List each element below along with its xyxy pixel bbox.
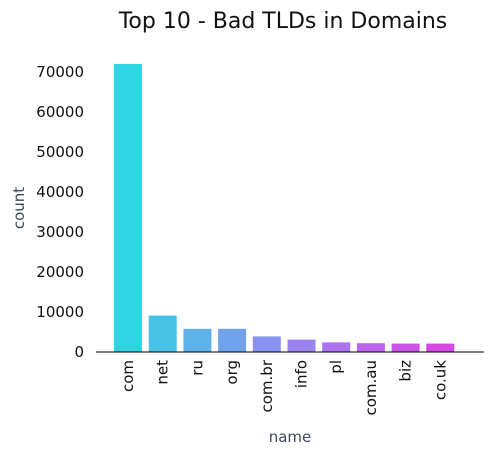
- bar-org: [218, 328, 247, 352]
- x-axis-ticks: com net ru org com.br info pl com.au biz co.uk: [119, 359, 449, 415]
- x-tick-label: com.br: [258, 359, 276, 412]
- bar-biz: [391, 343, 420, 352]
- y-tick-label: 70000: [36, 63, 84, 81]
- x-tick-label: net: [154, 360, 172, 385]
- bar-ru: [183, 328, 212, 352]
- bar-net: [148, 315, 177, 352]
- x-tick-label: co.uk: [431, 360, 449, 400]
- y-tick-label: 10000: [36, 303, 84, 321]
- y-tick-label: 20000: [36, 263, 84, 281]
- y-axis-label: count: [10, 187, 28, 229]
- bar-co-uk: [426, 343, 455, 352]
- bar-com: [114, 64, 142, 352]
- chart-title: Top 10 - Bad TLDs in Domains: [118, 9, 448, 34]
- y-tick-label: 60000: [36, 103, 84, 121]
- x-tick-label: org: [223, 360, 241, 385]
- x-tick-label: pl: [327, 360, 345, 374]
- y-axis-ticks: 0 10000 20000 30000 40000 50000 60000 70000: [36, 63, 84, 361]
- bar-pl: [322, 342, 351, 352]
- x-tick-label: ru: [188, 360, 206, 376]
- y-tick-label: 50000: [36, 143, 84, 161]
- y-tick-label: 0: [74, 343, 84, 361]
- bar-info: [287, 339, 316, 352]
- bar-com-au: [356, 343, 385, 352]
- x-tick-label: info: [293, 360, 311, 388]
- x-tick-label: com: [119, 360, 137, 392]
- x-tick-label: biz: [397, 360, 415, 382]
- bars-group: [114, 64, 455, 352]
- y-tick-label: 30000: [36, 223, 84, 241]
- x-tick-label: com.au: [362, 360, 380, 416]
- bar-com-br: [252, 336, 281, 352]
- y-tick-label: 40000: [36, 183, 84, 201]
- x-axis-label: name: [269, 428, 312, 446]
